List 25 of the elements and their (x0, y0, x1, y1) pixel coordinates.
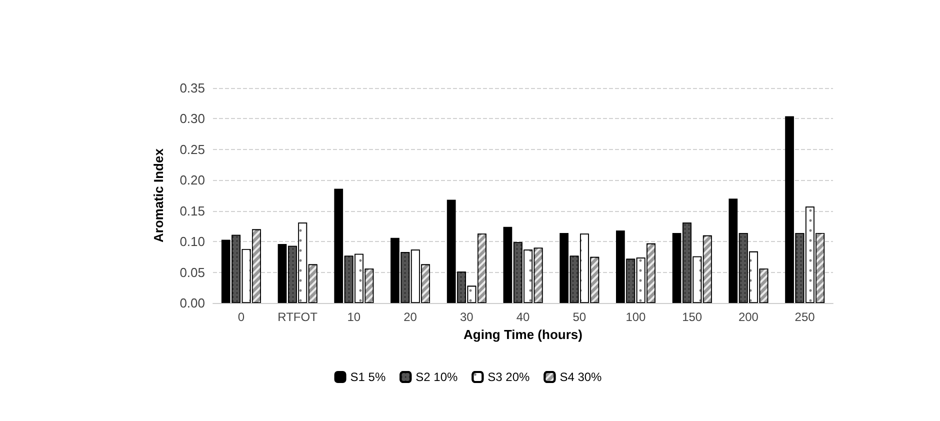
x-tick-label: 10 (347, 310, 361, 324)
y-tick-label: 0.20 (180, 172, 205, 188)
x-axis-title: Aging Time (hours) (464, 326, 582, 342)
y-tick-label: 0.00 (180, 296, 205, 310)
x-tick-label: 50 (572, 310, 586, 324)
x-tick-label: RTFOT (278, 310, 318, 324)
x-tick-label: 250 (794, 310, 816, 324)
y-tick-label: 0.10 (180, 234, 205, 250)
y-tick-label: 0.30 (180, 111, 205, 126)
y-tick-label: 0.25 (180, 142, 205, 157)
legend-label: S3 20% (488, 370, 530, 384)
legend-label: S1 5% (350, 370, 386, 384)
x-tick-label: 200 (738, 310, 759, 324)
x-tick-label: 30 (460, 310, 474, 324)
x-tick-label: 0 (238, 310, 245, 324)
y-axis-title: Aromatic Index (151, 148, 166, 242)
x-tick-label: 40 (516, 310, 530, 324)
x-tick-label: 100 (626, 310, 646, 324)
y-tick-label: 0.05 (180, 264, 205, 280)
legend-label: S2 10% (416, 370, 458, 384)
x-tick-label: 20 (404, 310, 418, 324)
y-tick-label: 0.15 (180, 203, 205, 218)
x-tick-label: 150 (682, 310, 702, 324)
y-tick-label: 0.35 (180, 80, 205, 96)
legend-label: S4 30% (560, 370, 602, 384)
